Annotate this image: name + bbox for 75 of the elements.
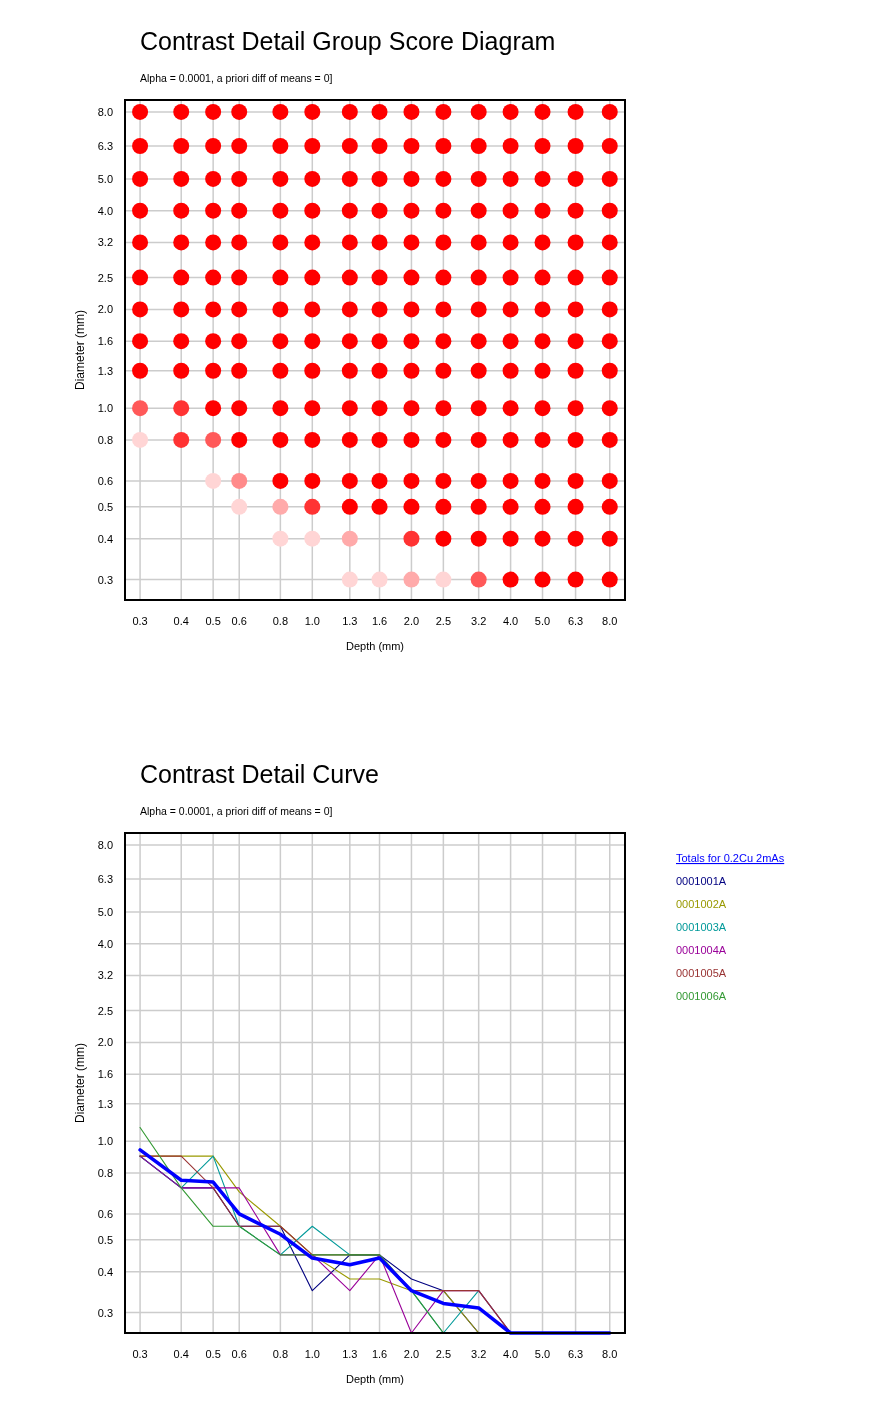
y-tick-label: 4.0	[97, 937, 113, 950]
y-tick-label: 0.8	[97, 1166, 113, 1179]
x-tick-label: 0.3	[132, 1348, 148, 1360]
text: 0001005A	[676, 967, 727, 979]
x-tick-label: 8.0	[602, 615, 618, 627]
text: Totals for 0.2Cu 2mAs	[676, 852, 785, 864]
x-tick-label: 1.3	[342, 615, 358, 627]
x-tick-label: 0.6	[231, 1348, 247, 1360]
y-tick-label: 6.3	[97, 139, 113, 152]
y-tick-label: 3.2	[97, 969, 113, 982]
x-tick-label: 0.5	[205, 615, 221, 627]
x-axis-title: Depth (mm)	[345, 640, 405, 652]
x-tick-label: 0.5	[205, 1348, 221, 1360]
chart-subtitle: Alpha = 0.0001, a priori diff of means = 0]	[140, 805, 333, 817]
x-tick-label: 0.8	[272, 1348, 289, 1360]
x-tick-label: 6.3	[567, 1348, 584, 1360]
y-tick-label: 0.6	[97, 474, 113, 487]
y-tick-label: 0.3	[97, 1306, 113, 1319]
x-tick-label: 5.0	[534, 1348, 551, 1360]
x-tick-label: 0.4	[173, 1348, 189, 1360]
y-tick-label: 0.6	[97, 1207, 113, 1220]
y-tick-label: 6.3	[97, 872, 113, 885]
chart-title: Contrast Detail Curve	[140, 760, 379, 788]
y-axis-title: Diameter (mm)	[73, 310, 87, 390]
y-tick-label: 2.5	[97, 271, 113, 284]
x-tick-label: 8.0	[602, 1348, 618, 1360]
x-tick-label: 2.0	[403, 615, 420, 627]
x-tick-label: 4.0	[502, 1348, 519, 1360]
y-tick-label: 0.8	[97, 433, 113, 446]
y-tick-label: 3.2	[97, 236, 113, 249]
y-tick-label: 8.0	[97, 105, 113, 118]
y-tick-label: 5.0	[97, 172, 113, 185]
x-tick-label: 1.6	[371, 1348, 388, 1360]
y-tick-label: 1.3	[97, 1097, 113, 1110]
x-tick-label: 5.0	[534, 615, 551, 627]
x-tick-label: 0.4	[173, 615, 189, 627]
x-tick-label: 6.3	[567, 615, 584, 627]
y-tick-label: 1.0	[97, 1135, 113, 1148]
x-tick-label: 0.8	[272, 615, 289, 627]
x-tick-label: 3.2	[471, 1348, 487, 1360]
y-tick-label: 1.3	[97, 364, 113, 377]
chart-subtitle: Alpha = 0.0001, a priori diff of means = 0]	[140, 72, 333, 84]
y-tick-label: 0.4	[97, 1265, 113, 1278]
y-tick-label: 2.0	[97, 1036, 113, 1049]
x-tick-label: 3.2	[471, 615, 487, 627]
x-axis-title: Depth (mm)	[345, 1373, 405, 1385]
text: 0001004A	[676, 944, 727, 956]
x-tick-label: 2.0	[403, 1348, 420, 1360]
y-tick-label: 1.0	[97, 402, 113, 415]
text: 0001002A	[676, 898, 727, 910]
y-axis-title: Diameter (mm)	[73, 1043, 87, 1123]
y-tick-label: 2.0	[97, 303, 113, 316]
x-tick-label: 0.6	[231, 615, 247, 627]
x-tick-label: 4.0	[502, 615, 519, 627]
y-tick-label: 1.6	[97, 1068, 113, 1081]
x-tick-label: 2.5	[435, 615, 452, 627]
x-tick-label: 1.3	[342, 1348, 358, 1360]
y-tick-label: 0.3	[97, 573, 113, 586]
y-tick-label: 0.4	[97, 532, 113, 545]
y-tick-label: 2.5	[97, 1004, 113, 1017]
y-tick-label: 0.5	[97, 500, 113, 513]
x-tick-label: 1.6	[371, 615, 388, 627]
y-tick-label: 4.0	[97, 204, 113, 217]
x-tick-label: 0.3	[132, 615, 148, 627]
y-tick-label: 8.0	[97, 838, 113, 851]
chart-title: Contrast Detail Group Score Diagram	[140, 27, 556, 55]
x-tick-label: 1.0	[304, 1348, 320, 1360]
x-tick-label: 2.5	[435, 1348, 452, 1360]
x-tick-label: 1.0	[304, 615, 320, 627]
text: 0001006A	[676, 990, 727, 1002]
y-tick-label: 5.0	[97, 905, 113, 918]
y-tick-label: 1.6	[97, 335, 113, 348]
y-tick-label: 0.5	[97, 1233, 113, 1246]
text: 0001001A	[676, 875, 727, 887]
text: 0001003A	[676, 921, 727, 933]
